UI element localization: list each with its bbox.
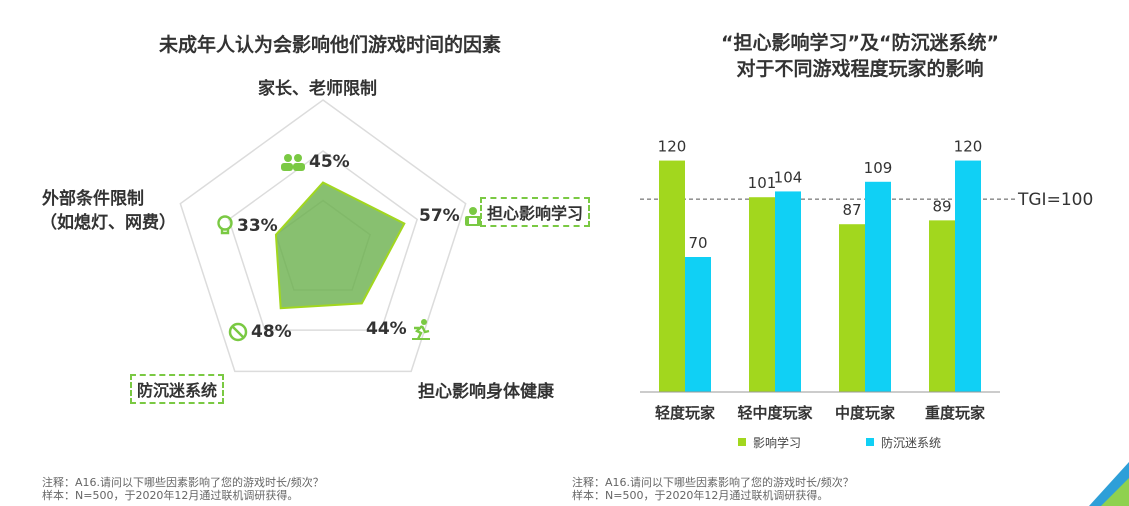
radar-grid-ring-1 [227,150,419,331]
bar-0-1 [685,257,711,392]
bar-value-label: 101 [748,174,777,192]
bar-3-1 [955,160,981,392]
radar-axis-label-health: 担心影响身体健康 [418,382,554,402]
radar-title: 未成年人认为会影响他们游戏时间的因素 [158,34,501,56]
bar-value-label: 109 [864,159,893,177]
radar-value-parents: 45% [280,152,350,172]
bar-value-label: 70 [688,234,707,252]
radar-axis-label-study: 担心影响学习 [480,197,591,227]
bar-value-label: 104 [774,168,803,186]
bar-category-label: 轻度玩家 [655,404,715,422]
radar-value-text: 44% [366,319,407,339]
radar-value-text: 45% [309,152,350,172]
exercise-icon [411,319,430,340]
bar-value-label: 89 [932,197,951,215]
radar-axis-label-external-line2: （如熄灯、网费） [40,213,176,233]
footnote-right-line2: 样本：N=500，于2020年12月通过联机调研获得。 [572,489,829,502]
bar-2-1 [865,181,891,392]
legend-swatch-1 [866,438,874,446]
bar-2-0 [839,224,865,392]
footnote-left-line2: 样本：N=500，于2020年12月通过联机调研获得。 [42,489,299,502]
footnote-left: 注释：A16.请问以下哪些因素影响了您的游戏时长/频次？ 样本：N=500，于2… [42,476,324,502]
legend-swatch-0 [738,438,746,446]
bar-chart-title-line2: 对于不同游戏程度玩家的影响 [736,58,984,80]
bar-category-label: 中度玩家 [835,404,895,422]
radar-value-text: 48% [251,322,292,342]
radar-value-study: 57% [419,205,483,227]
bar-chart-title-line1: “担心影响学习”及“防沉迷系统” [721,32,999,54]
bar-3-0 [929,220,955,392]
radar-value-antiaddiction: 48% [228,322,292,342]
bar-value-label: 87 [842,201,861,219]
legend-label-0: 影响学习 [753,435,801,450]
radar-chart [179,99,467,373]
parents-icon [281,154,305,171]
radar-axis-label-parents: 家长、老师限制 [258,79,377,99]
bar-1-1 [775,191,801,392]
bar-category-label: 重度玩家 [925,404,985,422]
radar-value-health: 44% [366,318,432,340]
ban-icon [228,322,248,342]
corner-decoration [1089,462,1129,506]
radar-grid-ring-2 [179,99,467,373]
legend-label-1: 防沉迷系统 [881,435,941,450]
radar-area [274,181,406,310]
bar-0-0 [659,160,685,392]
bar-value-label: 120 [658,138,687,156]
footnote-right-line1: 注释：A16.请问以下哪些因素影响了您的游戏时长/频次？ [572,476,854,489]
study-icon [464,207,481,226]
bar-value-label: 120 [954,138,983,156]
bar-1-0 [749,197,775,392]
radar-value-text: 57% [419,206,460,226]
footnote-right: 注释：A16.请问以下哪些因素影响了您的游戏时长/频次？ 样本：N=500，于2… [572,476,854,502]
radar-value-external: 33% [216,215,278,237]
lightbulb-icon [217,215,233,235]
tgi-reference-label: TGI=100 [1017,190,1093,210]
footnote-left-line1: 注释：A16.请问以下哪些因素影响了您的游戏时长/频次？ [42,476,324,489]
radar-axis-label-antiaddiction: 防沉迷系统 [130,374,225,404]
bar-category-label: 轻中度玩家 [737,404,812,422]
radar-axis-label-external-line1: 外部条件限制 [42,189,144,209]
radar-value-text: 33% [237,216,278,236]
